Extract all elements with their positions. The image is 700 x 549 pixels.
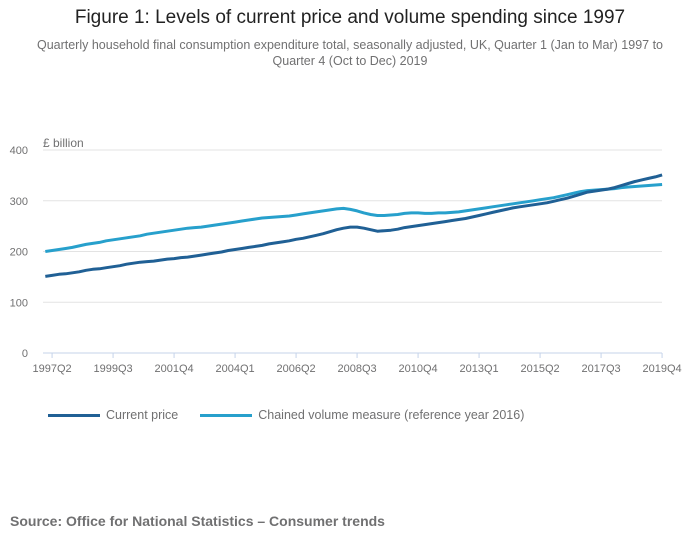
x-tick-label: 2008Q3	[337, 363, 376, 375]
y-tick-label: 100	[10, 297, 28, 309]
x-tick-label: 1999Q3	[93, 363, 132, 375]
legend-swatch	[48, 413, 100, 417]
x-tick-label: 2017Q3	[581, 363, 620, 375]
chart-subtitle: Quarterly household final consumption ex…	[36, 38, 664, 68]
x-tick-label: 2010Q4	[398, 363, 437, 375]
legend-label: Current price	[106, 408, 179, 422]
legend-swatch	[200, 413, 253, 417]
series-line-chained	[45, 183, 663, 253]
x-tick-label: 2015Q2	[520, 363, 559, 375]
y-tick-label: 0	[22, 348, 28, 360]
y-tick-label: 300	[10, 196, 28, 208]
x-tick-label: 2001Q4	[154, 363, 193, 375]
legend-item-current-price[interactable]: Current price	[48, 408, 178, 422]
source-note: Source: Office for National Statistics –…	[10, 513, 385, 529]
y-tick-label: 200	[10, 247, 28, 259]
legend-item-chained-volume[interactable]: Chained volume measure (reference year 2…	[200, 408, 524, 422]
chart-title: Figure 1: Levels of current price and vo…	[74, 7, 626, 28]
x-tick-label: 2019Q4	[642, 363, 681, 375]
y-axis-label: £ billion	[43, 136, 84, 150]
x-tick-label: 2006Q2	[276, 363, 315, 375]
legend-label: Chained volume measure (reference year 2…	[258, 408, 525, 422]
series-line-current	[45, 173, 663, 278]
y-tick-label: 400	[10, 145, 28, 157]
x-tick-label: 2004Q1	[215, 363, 254, 375]
x-tick-label: 2013Q1	[459, 363, 498, 375]
x-tick-label: 1997Q2	[32, 363, 71, 375]
legend: Current price Chained volume measure (re…	[48, 408, 524, 422]
